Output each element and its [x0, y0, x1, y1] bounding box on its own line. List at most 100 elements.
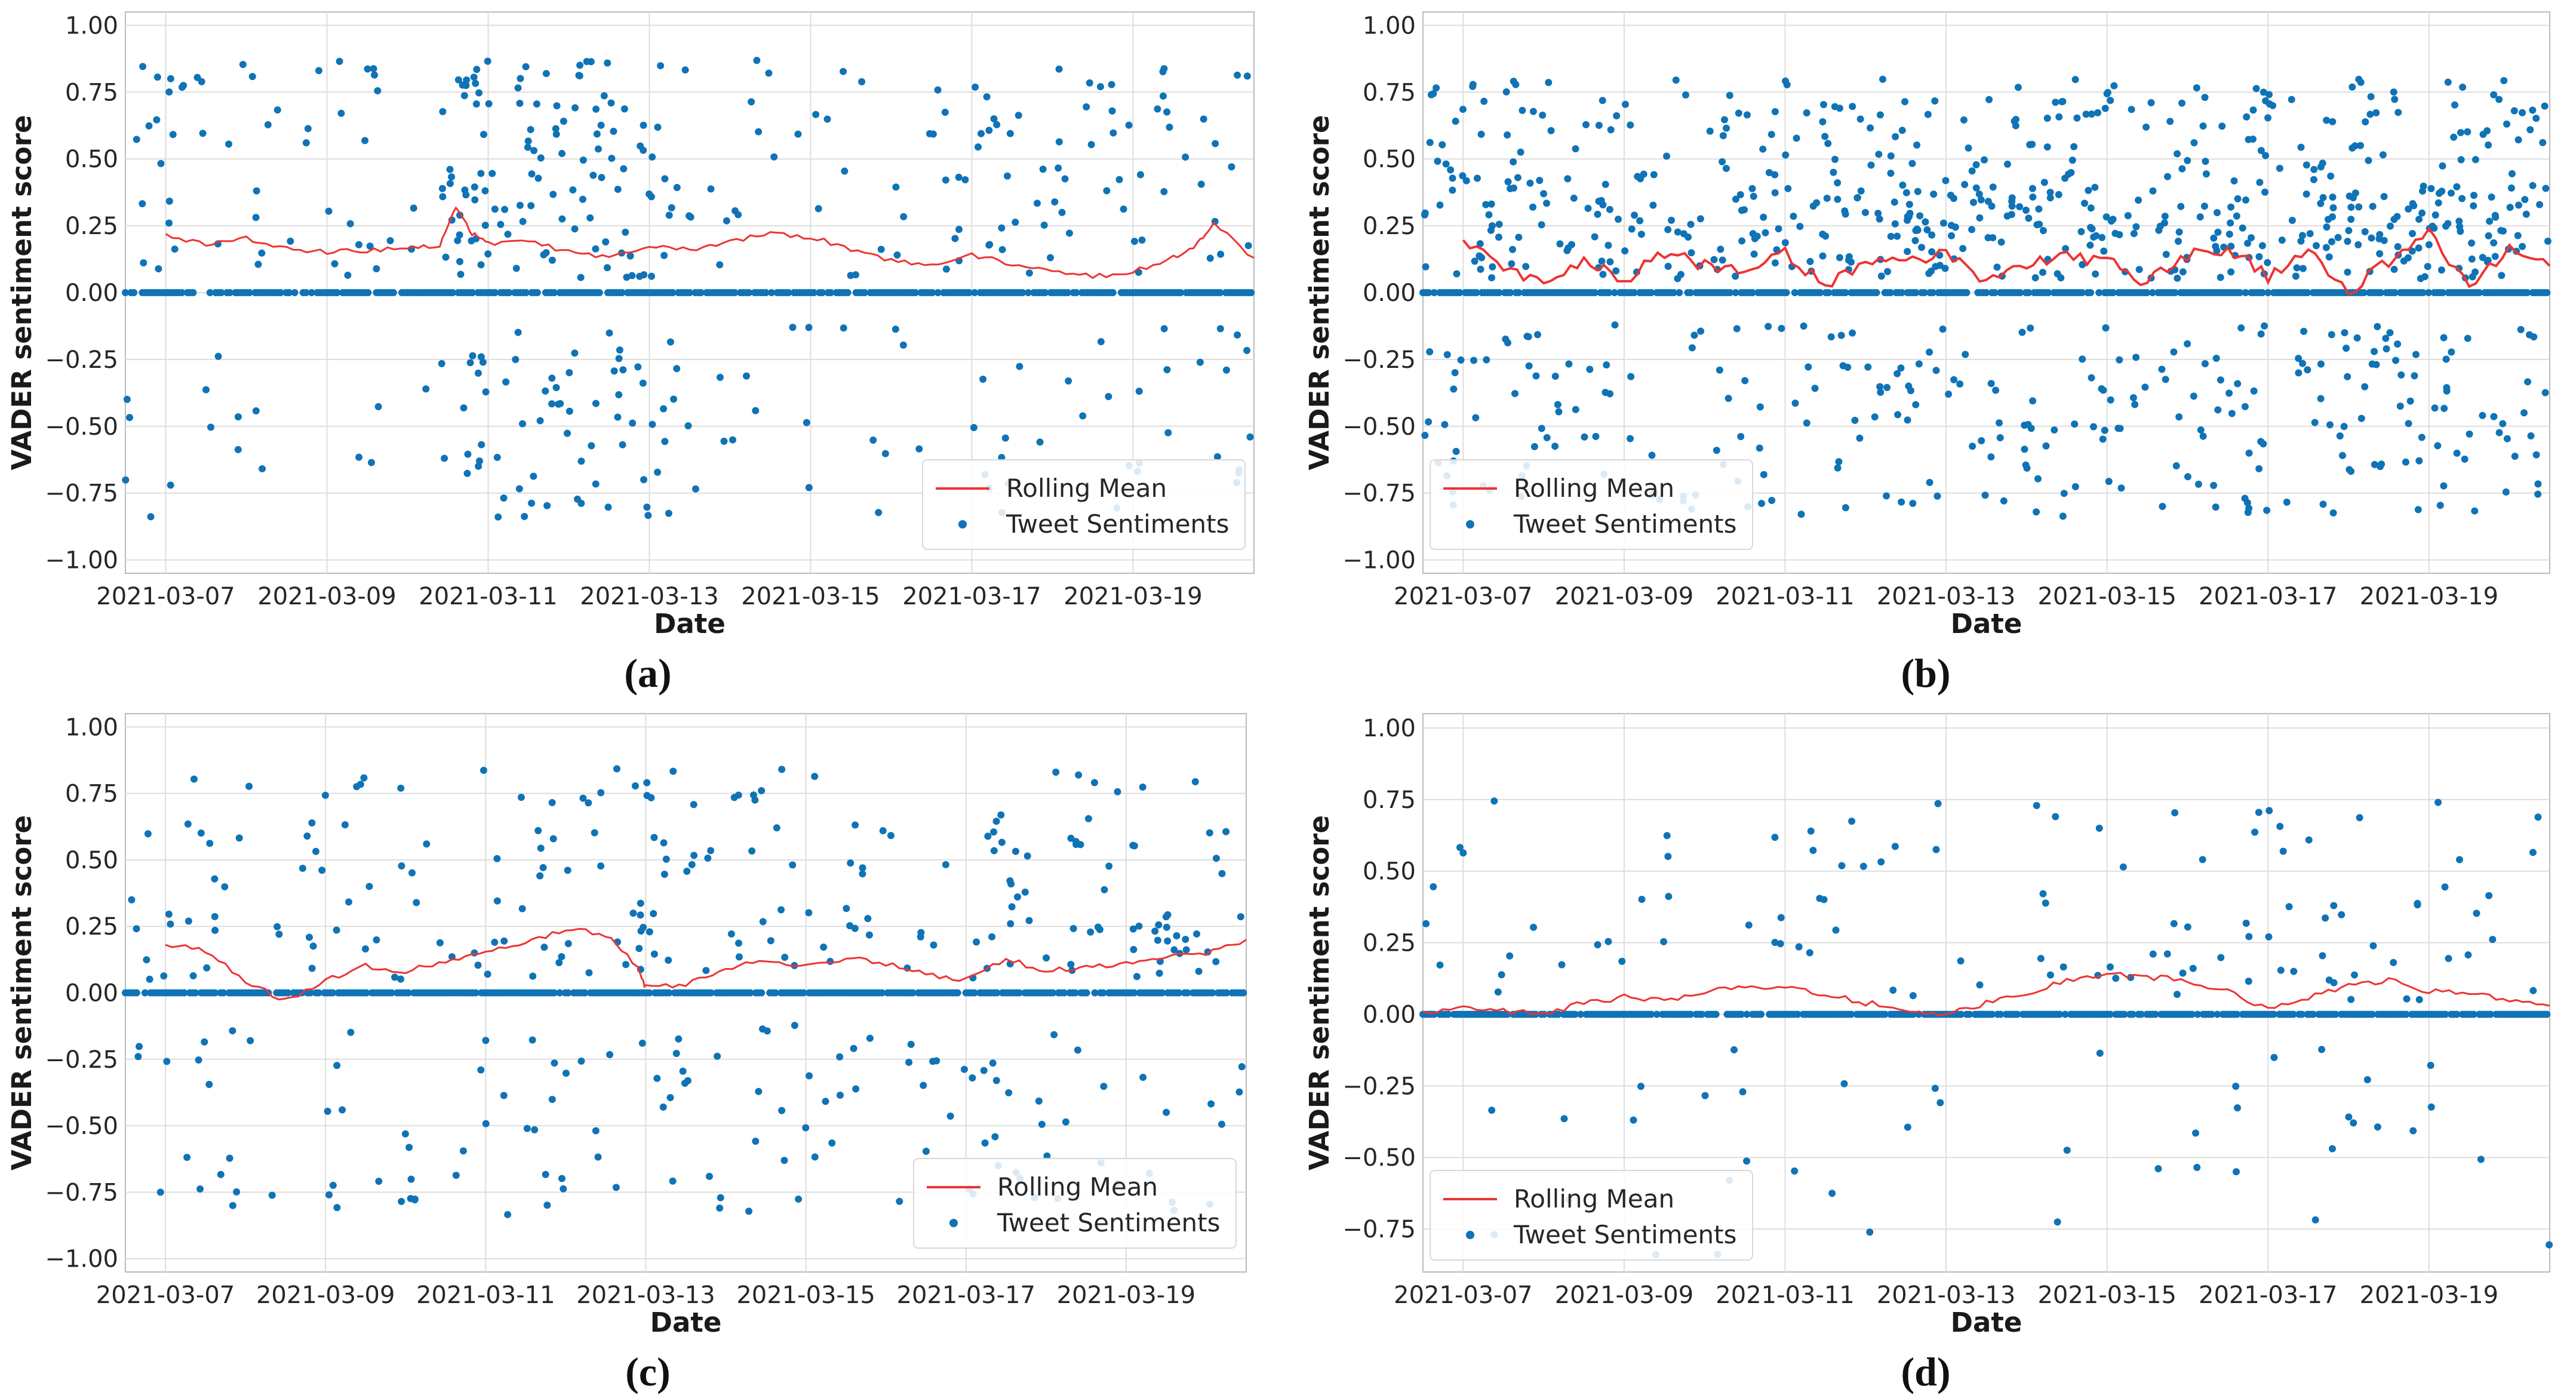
tweet-point — [491, 205, 499, 213]
tweet-point — [879, 827, 887, 835]
tweet-point — [1883, 268, 1891, 275]
tweet-point — [2036, 220, 2043, 228]
tweet-point — [226, 289, 233, 296]
tweet-point — [2532, 451, 2540, 459]
tweet-point — [2172, 462, 2180, 470]
tweet-point — [1857, 187, 1865, 195]
tweet-point — [697, 289, 705, 296]
tweet-point — [1430, 289, 1438, 296]
tweet-point — [1485, 211, 1493, 219]
tweet-point — [2334, 233, 2342, 241]
tweet-point — [789, 324, 797, 331]
tweet-point — [2095, 289, 2103, 296]
tweet-point — [716, 373, 724, 381]
tweet-point — [748, 98, 755, 106]
tweet-point — [1797, 511, 1805, 518]
tweet-point — [2033, 801, 2040, 809]
tweet-point — [604, 503, 612, 511]
y-tick-label: 0.50 — [1363, 858, 1416, 886]
tweet-point — [645, 190, 653, 198]
tweet-point — [1599, 97, 1606, 105]
tweet-point — [2470, 192, 2477, 199]
y-tick-label: −1.00 — [45, 547, 118, 574]
legend-box — [1430, 1170, 1753, 1261]
tweet-point — [1013, 893, 1021, 901]
tweet-point — [865, 931, 873, 939]
tweet-point — [650, 910, 657, 917]
tweet-point — [2366, 110, 2374, 118]
tweet-point — [247, 1037, 254, 1044]
tweet-point — [2151, 1010, 2159, 1018]
tweet-point — [2262, 97, 2270, 105]
tweet-point — [989, 1059, 997, 1067]
tweet-point — [2328, 238, 2335, 245]
tweet-point — [1534, 331, 1542, 339]
tweet-point — [2289, 1010, 2297, 1018]
tweet-point — [2255, 253, 2263, 260]
tweet-point — [2410, 202, 2418, 210]
tweet-point — [2326, 421, 2334, 429]
tweet-point — [2502, 488, 2510, 496]
tweet-point — [193, 73, 201, 81]
tweet-point — [528, 499, 536, 507]
tweet-point — [512, 265, 520, 272]
tweet-point — [1648, 451, 1656, 459]
tweet-point — [2178, 99, 2186, 107]
legend-scatter-label: Tweet Sentiments — [997, 1208, 1221, 1237]
tweet-point — [734, 791, 742, 799]
tweet-point — [2405, 420, 2412, 428]
tweet-point — [456, 258, 464, 266]
tweet-point — [2079, 355, 2086, 363]
tweet-point — [2217, 376, 2224, 384]
tweet-point — [2348, 144, 2356, 152]
tweet-point — [1650, 171, 1658, 179]
y-tick-label: −0.75 — [1342, 480, 1416, 508]
tweet-point — [2304, 366, 2311, 374]
tweet-point — [2390, 88, 2397, 96]
tweet-point — [2131, 401, 2139, 408]
tweet-point — [2082, 110, 2090, 118]
y-tick-label: 0.00 — [1363, 1001, 1416, 1028]
tweet-point — [2343, 345, 2350, 352]
tweet-point — [197, 829, 205, 837]
tweet-point — [2243, 113, 2251, 121]
tweet-point — [206, 840, 214, 847]
tweet-point — [929, 289, 936, 296]
tweet-point — [665, 989, 673, 997]
tweet-point — [2022, 207, 2030, 214]
tweet-point — [2021, 421, 2028, 429]
tweet-point — [2149, 950, 2157, 958]
tweet-point — [648, 420, 656, 428]
tweet-point — [899, 341, 907, 349]
tweet-point — [2408, 247, 2416, 255]
tweet-point — [812, 110, 820, 118]
tweet-point — [2027, 425, 2035, 432]
tweet-point — [1069, 924, 1077, 932]
tweet-point — [1522, 263, 1530, 271]
tweet-point — [2503, 120, 2510, 128]
tweet-point — [758, 989, 766, 997]
tweet-point — [1067, 961, 1075, 969]
tweet-point — [2529, 106, 2537, 114]
tweet-point — [2035, 205, 2043, 213]
tweet-point — [2542, 185, 2550, 192]
tweet-point — [493, 453, 501, 461]
tweet-point — [620, 165, 628, 173]
tweet-point — [2329, 118, 2337, 125]
tweet-point — [1047, 254, 1055, 262]
tweet-point — [2003, 212, 2011, 220]
tweet-point — [840, 324, 847, 332]
chart-panel-d: 1.000.750.500.250.00−0.25−0.50−0.752021-… — [1304, 713, 2553, 1394]
tweet-point — [1922, 218, 1929, 226]
tweet-point — [1726, 289, 1734, 296]
tweet-point — [2063, 1147, 2071, 1154]
tweet-point — [1908, 159, 1916, 167]
tweet-point — [1175, 989, 1183, 997]
legend-rolling-label: Rolling Mean — [997, 1172, 1158, 1202]
tweet-point — [2174, 274, 2181, 282]
tweet-point — [1756, 403, 1764, 411]
tweet-point — [998, 224, 1006, 232]
tweet-point — [1989, 183, 1997, 191]
y-axis-label: VADER sentiment score — [1304, 115, 1335, 471]
